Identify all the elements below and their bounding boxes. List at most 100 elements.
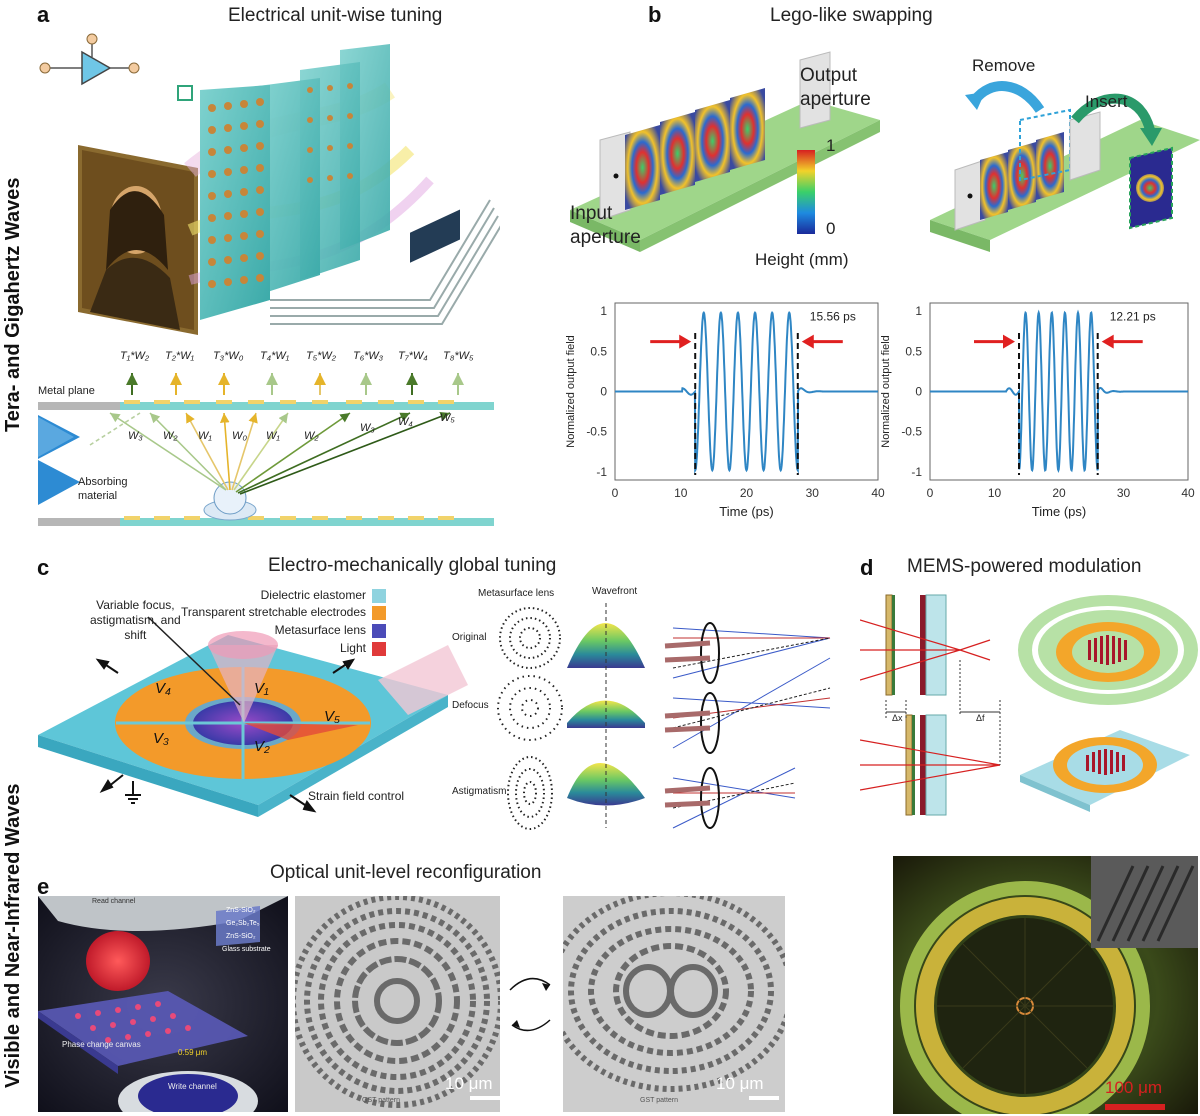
voltage-label: V₄ — [155, 680, 172, 697]
right-arrow-head — [1101, 334, 1114, 349]
weight-label: W₁ — [266, 430, 280, 442]
weight-label: W₃ — [360, 422, 375, 434]
legend-swatch-light — [372, 642, 386, 656]
right-arrow-head — [801, 334, 814, 349]
df-label: Δf — [976, 713, 985, 723]
x-axis-label: Time (ps) — [1032, 504, 1086, 519]
voltage-label: V₁ — [254, 680, 269, 697]
panel-a-letter: a — [37, 2, 50, 27]
colorbar — [797, 150, 815, 234]
gst-label: GST pattern — [362, 1097, 401, 1104]
write-channel-label: Write channel — [168, 1082, 217, 1091]
layer-label: Glass substrate — [222, 946, 271, 953]
y-axis-label: Normalized output field — [565, 335, 577, 448]
pulse-width-annotation: 15.56 ps — [810, 310, 856, 324]
gst-label: GST pattern — [640, 1097, 679, 1104]
panel-d-title: MEMS-powered modulation — [907, 556, 1142, 577]
micrograph-scale-label: 100 μm — [1105, 1078, 1163, 1097]
scale-bar-10um — [470, 1096, 500, 1100]
metal-plane-label: Metal plane — [38, 385, 95, 397]
legend-label: Light — [339, 641, 366, 655]
side-label-visible: Visible and Near-Infrared Waves — [2, 783, 24, 1088]
y-tick-label: -1 — [911, 465, 922, 479]
x-tick-label: 10 — [988, 486, 1002, 500]
y-tick-label: 0.5 — [590, 344, 607, 358]
output-label: T₆*W₃ — [353, 350, 384, 362]
insert-label: Insert — [1085, 92, 1128, 111]
wavefront-defocus — [567, 700, 645, 728]
panel-c-title: Electro-mechanically global tuning — [268, 555, 557, 576]
pulse-width-annotation: 12.21 ps — [1110, 310, 1156, 324]
y-tick-label: 1 — [915, 304, 922, 318]
legend-swatch-elastomer — [372, 589, 386, 603]
y-tick-label: -0.5 — [586, 425, 607, 439]
voltage-label: V₃ — [153, 730, 169, 747]
output-label: T₁*W₂ — [120, 350, 150, 362]
gst-pattern-a — [295, 896, 500, 1112]
gst-pattern-b — [563, 896, 785, 1112]
y-tick-label: 1 — [600, 304, 607, 318]
lens-dots-original — [499, 607, 561, 669]
y-tick-label: 0 — [915, 385, 922, 399]
col-metasurface-header: Metasurface lens — [478, 588, 555, 599]
panel-c-letter: c — [37, 555, 50, 580]
circuit-board-icon — [410, 209, 460, 263]
weight-label: W₂ — [304, 430, 319, 442]
mems-micrograph — [893, 856, 1198, 1114]
output-label: T₇*W₄ — [398, 350, 428, 362]
mems-3d-renders — [1018, 595, 1198, 812]
remove-arrow-icon — [971, 81, 1045, 113]
output-aperture-label: Output aperture — [800, 65, 871, 110]
y-axis-label: Normalized output field — [880, 335, 892, 448]
panel-a-title: Electrical unit-wise tuning — [228, 5, 443, 26]
x-tick-label: 20 — [740, 486, 754, 500]
side-label-terahertz: Tera- and Gigahertz Waves — [2, 177, 24, 432]
weight-label: W₄ — [398, 416, 413, 428]
left-arrow-head — [1003, 334, 1016, 349]
panel-c-device — [38, 616, 468, 817]
panel-a-schematic — [38, 373, 494, 526]
y-tick-label: 0.5 — [905, 344, 922, 358]
lens-dots-astigmatism — [507, 756, 553, 830]
row-label-original: Original — [452, 632, 487, 643]
legend-label: Transparent stretchable electrodes — [181, 605, 366, 619]
panel-b-title: Lego-like swapping — [770, 5, 933, 26]
scale-label: 10 μm — [445, 1074, 493, 1093]
output-label: T₃*W₀ — [213, 350, 244, 362]
y-tick-label: -0.5 — [901, 425, 922, 439]
weight-label: W₃ — [128, 430, 143, 442]
x-tick-label: 0 — [612, 486, 619, 500]
layer-label: Ge₂Sb₂Te₅ — [226, 920, 260, 927]
canvas-label: Phase change canvas — [62, 1040, 141, 1049]
x-tick-label: 30 — [806, 486, 820, 500]
amplifier-icon — [39, 33, 140, 86]
scale-label: 10 μm — [716, 1074, 764, 1093]
panel-e-title: Optical unit-level reconfiguration — [270, 862, 542, 883]
layer-label: ZnS-SiO₂ — [226, 907, 256, 914]
absorbing-material-label: Absorbing material — [78, 476, 128, 502]
wavefront-astigmatism — [567, 763, 645, 806]
x-tick-label: 40 — [1181, 486, 1195, 500]
weight-label: W₂ — [163, 430, 178, 442]
absorber-wedge — [38, 460, 80, 505]
y-tick-label: 0 — [600, 385, 607, 399]
weight-label: W₅ — [440, 412, 455, 424]
remove-label: Remove — [972, 56, 1036, 75]
voltage-label: V₅ — [324, 708, 341, 725]
output-label: T₄*W₁ — [260, 350, 290, 362]
weight-label: W₁ — [198, 430, 212, 442]
scale-bar-100um — [1105, 1104, 1165, 1110]
output-label: T₂*W₁ — [165, 350, 195, 362]
legend-swatch-electrodes — [372, 606, 386, 620]
pulse-series-line — [930, 309, 1188, 474]
panel-b-illustration — [570, 51, 1200, 252]
dx-label: Δx — [892, 713, 903, 723]
weight-label: W₀ — [232, 430, 248, 442]
x-tick-label: 40 — [871, 486, 885, 500]
swap-arrows-icon — [509, 977, 551, 1032]
colorbar-min: 0 — [826, 219, 836, 238]
colorbar-max: 1 — [826, 136, 836, 155]
panel-b-letter: b — [648, 2, 662, 27]
output-label: T₈*W₅ — [443, 350, 474, 362]
panel-a-illustration — [39, 33, 500, 335]
